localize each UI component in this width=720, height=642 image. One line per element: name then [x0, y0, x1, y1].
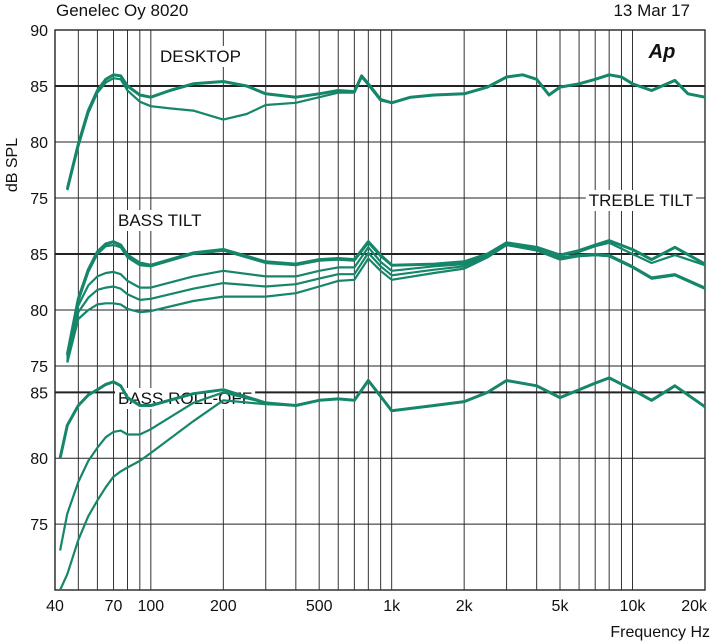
- x-axis-label: Frequency Hz: [610, 624, 710, 641]
- tick-labels: 90 85 80 75 85 80 75 85 80 75 40 70 100 200 500 1k 2k 5k 1…: [30, 23, 708, 615]
- label-background: [585, 190, 696, 211]
- y-tick-label: 85: [30, 247, 48, 264]
- panel-label-right: TREBLE TILT: [589, 191, 693, 210]
- y-tick-label: 80: [30, 451, 48, 468]
- y-tick-label: 85: [30, 79, 48, 96]
- x-tick-label: 500: [306, 598, 333, 615]
- panel-label: DESKTOP: [160, 47, 241, 66]
- y-tick-label: 75: [30, 517, 48, 534]
- x-tick-label: 20k: [681, 598, 708, 615]
- label-background: [157, 46, 244, 67]
- y-tick-label: 90: [30, 23, 48, 40]
- header-title: Genelec Oy 8020: [56, 1, 188, 20]
- series-line: [66, 243, 706, 363]
- x-tick-label: 5k: [552, 598, 570, 615]
- y-tick-label: 75: [30, 359, 48, 376]
- y-axis-label: dB SPL: [4, 138, 21, 192]
- y-tick-label: 80: [30, 303, 48, 320]
- series-line: [59, 376, 706, 591]
- header-date: 13 Mar 17: [613, 1, 690, 20]
- y-tick-label: 80: [30, 135, 48, 152]
- curves: [58, 73, 706, 591]
- x-tick-label: 10k: [620, 598, 647, 615]
- x-tick-label: 200: [210, 598, 237, 615]
- y-tick-label: 85: [30, 385, 48, 402]
- series-line: [66, 73, 706, 191]
- panel-label: BASS TILT: [118, 211, 201, 230]
- x-tick-label: 100: [137, 598, 164, 615]
- y-tick-label: 75: [30, 191, 48, 208]
- x-tick-label: 40: [46, 598, 64, 615]
- x-tick-label: 70: [105, 598, 123, 615]
- ap-logo: Ap: [648, 41, 676, 63]
- grid: [55, 29, 706, 590]
- x-tick-label: 1k: [383, 598, 401, 615]
- label-background: [115, 210, 205, 231]
- x-tick-label: 2k: [456, 598, 474, 615]
- series-line: [66, 241, 706, 358]
